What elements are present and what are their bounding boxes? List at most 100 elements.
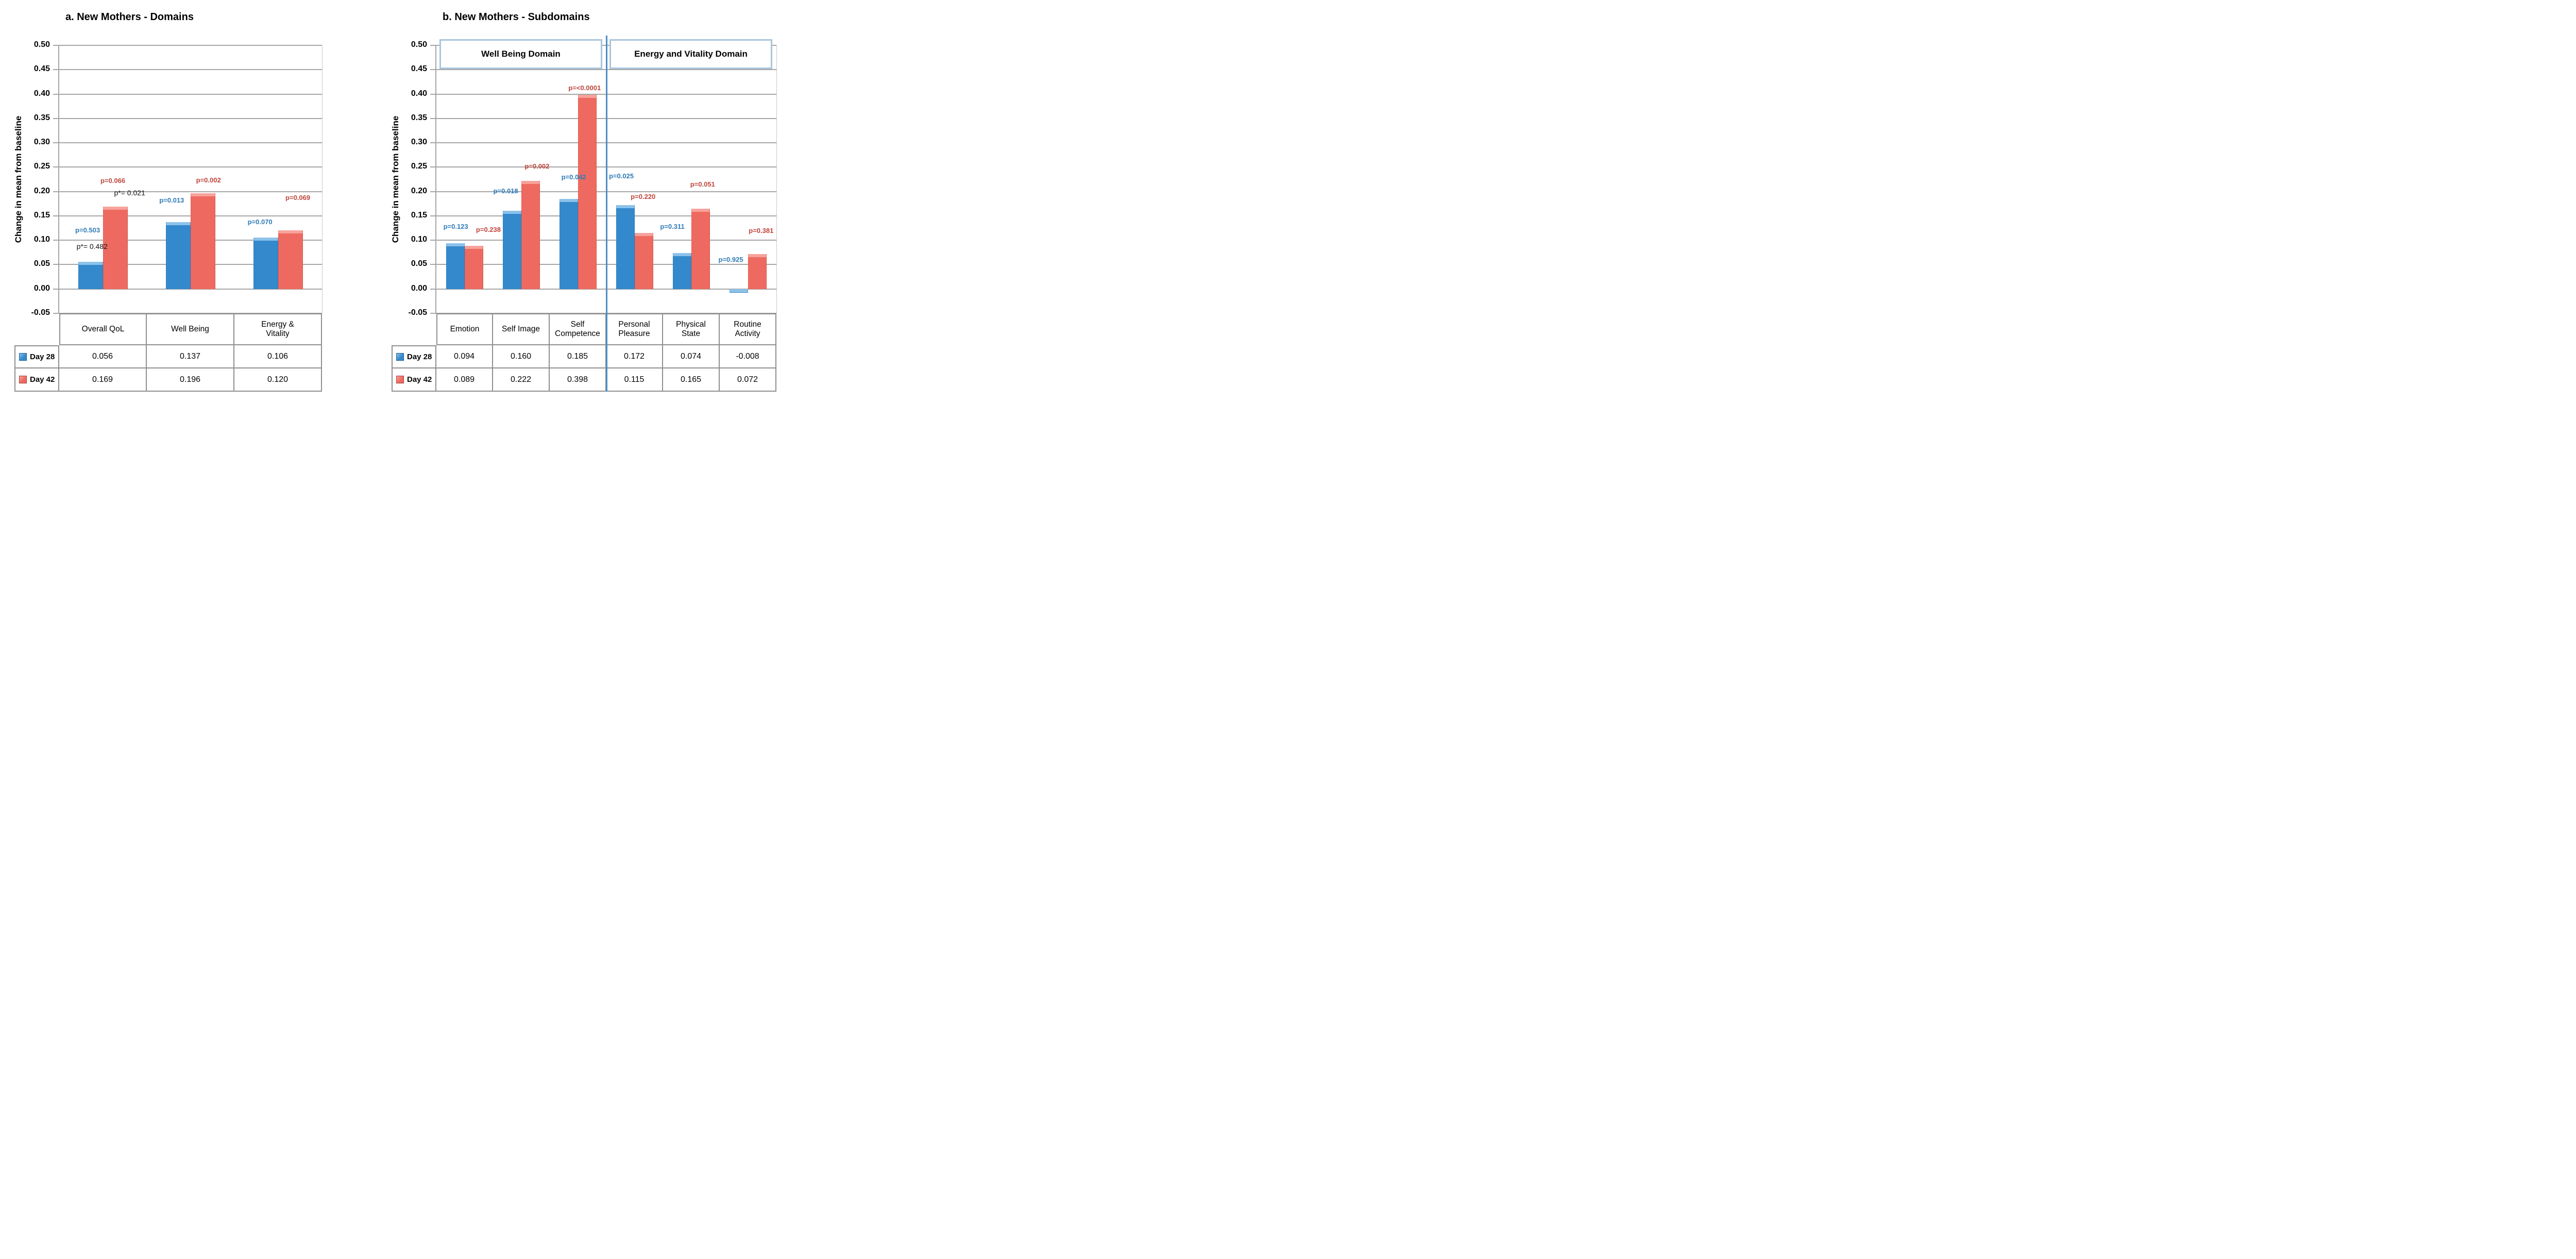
bar-day42-cat3: [635, 233, 653, 289]
p-value-label: p=0.069: [285, 193, 311, 202]
legend-label: Day 42: [407, 375, 432, 384]
p-value-label: p=<0.0001: [568, 84, 601, 92]
bar-day28-cat5: [730, 289, 748, 293]
y-tick-mark: [53, 191, 59, 192]
y-tick-label: 0.50: [33, 40, 50, 49]
table-header-cell: Routine Activity: [720, 313, 776, 345]
table-value-cell: 0.072: [720, 368, 776, 392]
table-value-cell: 0.120: [234, 368, 322, 392]
legend-swatch-day28: [396, 353, 404, 361]
y-tick-label: 0.40: [411, 89, 427, 98]
bar-day28-cat2: [560, 198, 578, 289]
domain-header-box-0: Well Being Domain: [439, 39, 602, 69]
gridline: [59, 191, 322, 192]
table-header-cell: Emotion: [436, 313, 493, 345]
p-value-label: p=0.503: [75, 226, 100, 234]
y-tick-mark: [430, 313, 436, 314]
p-value-label: p=0.025: [608, 172, 634, 180]
y-tick-mark: [430, 215, 436, 216]
p-value-label: p*= 0.021: [114, 188, 145, 197]
p-value-label: p=0.066: [100, 176, 126, 184]
table-value-cell: 0.089: [436, 368, 493, 392]
y-tick-mark: [53, 142, 59, 144]
bar-day42-cat4: [691, 208, 710, 289]
gridline: [59, 142, 322, 144]
y-tick-mark: [53, 45, 59, 46]
bar-day42-cat0: [103, 206, 128, 289]
table-value-cell: 0.160: [493, 345, 550, 368]
y-tick-label: 0.05: [33, 259, 50, 268]
bar-day28-cat1: [503, 211, 521, 289]
bar-day42-cat5: [748, 254, 767, 289]
bar-day28-cat4: [673, 253, 691, 289]
chart-title: a. New Mothers - Domains: [65, 11, 194, 23]
table-header-cell: Overall QoL: [59, 313, 147, 345]
y-tick-mark: [430, 264, 436, 265]
gridline: [59, 288, 322, 290]
p-value-label: p=0.042: [561, 173, 586, 181]
p-value-label: p=0.925: [718, 256, 743, 263]
y-tick-label: 0.00: [33, 283, 50, 293]
table-value-cell: 0.172: [606, 345, 663, 368]
chart-title: b. New Mothers - Subdomains: [443, 11, 590, 23]
y-axis-label: Change in mean from baseline: [13, 115, 23, 243]
legend-label: Day 28: [407, 352, 432, 361]
y-tick-label: 0.45: [411, 64, 427, 74]
legend-cell-day28: Day 28: [14, 345, 59, 368]
bar-day28-cat3: [616, 205, 635, 289]
gridline: [59, 69, 322, 71]
table-value-cell: 0.222: [493, 368, 550, 392]
y-tick-mark: [53, 313, 59, 314]
table-value-cell: 0.165: [663, 368, 720, 392]
p-value-label: p=0.051: [690, 180, 715, 189]
table-value-cell: 0.137: [147, 345, 234, 368]
table-value-cell: -0.008: [720, 345, 776, 368]
legend-swatch-day42: [19, 376, 27, 383]
y-tick-label: 0.30: [411, 138, 427, 147]
y-tick-mark: [53, 240, 59, 241]
bar-day42-cat2: [578, 95, 597, 289]
table-value-cell: 0.106: [234, 345, 322, 368]
table-value-cell: 0.196: [147, 368, 234, 392]
gridline: [59, 166, 322, 168]
p-value-label: p=0.311: [660, 222, 685, 230]
table-header-cell: Physical State: [663, 313, 720, 345]
y-tick-label: 0.35: [411, 113, 427, 122]
p-value-label: p=0.220: [631, 193, 656, 201]
domain-header-box-1: Energy and Vitality Domain: [609, 39, 772, 69]
legend-cell-day42: Day 42: [14, 368, 59, 392]
legend-swatch-day42: [396, 376, 404, 383]
p-value-label: p=0.018: [493, 187, 518, 195]
table-header-cell: Personal Pleasure: [606, 313, 663, 345]
legend-label: Day 28: [30, 352, 55, 361]
y-tick-mark: [53, 264, 59, 265]
y-tick-label: 0.40: [33, 89, 50, 98]
y-tick-label: 0.35: [33, 113, 50, 122]
gridline: [59, 93, 322, 95]
y-tick-mark: [430, 288, 436, 290]
bar-day28-cat1: [166, 222, 191, 289]
legend-swatch-day28: [19, 353, 27, 361]
p-value-label: p=0.381: [749, 227, 774, 235]
p-value-label: p=0.002: [524, 162, 550, 171]
table-header-cell: Self Image: [493, 313, 550, 345]
table-value-cell: 0.115: [606, 368, 663, 392]
gridline: [59, 117, 322, 119]
gridline: [59, 45, 322, 46]
bar-day28-cat0: [78, 261, 103, 289]
bar-day42-cat2: [278, 230, 303, 289]
plot-right-border: [322, 45, 323, 313]
domain-divider-line: [605, 36, 607, 392]
y-tick-label: -0.05: [31, 308, 50, 317]
y-tick-mark: [53, 93, 59, 95]
bar-day28-cat0: [446, 243, 465, 289]
y-tick-label: 0.25: [411, 162, 427, 171]
table-value-cell: 0.185: [550, 345, 606, 368]
y-tick-label: 0.10: [33, 235, 50, 244]
y-tick-mark: [430, 93, 436, 95]
y-tick-mark: [430, 142, 436, 144]
y-tick-label: -0.05: [408, 308, 427, 317]
table-header-cell: Energy & Vitality: [234, 313, 322, 345]
y-tick-label: 0.20: [33, 186, 50, 195]
table-value-cell: 0.169: [59, 368, 147, 392]
